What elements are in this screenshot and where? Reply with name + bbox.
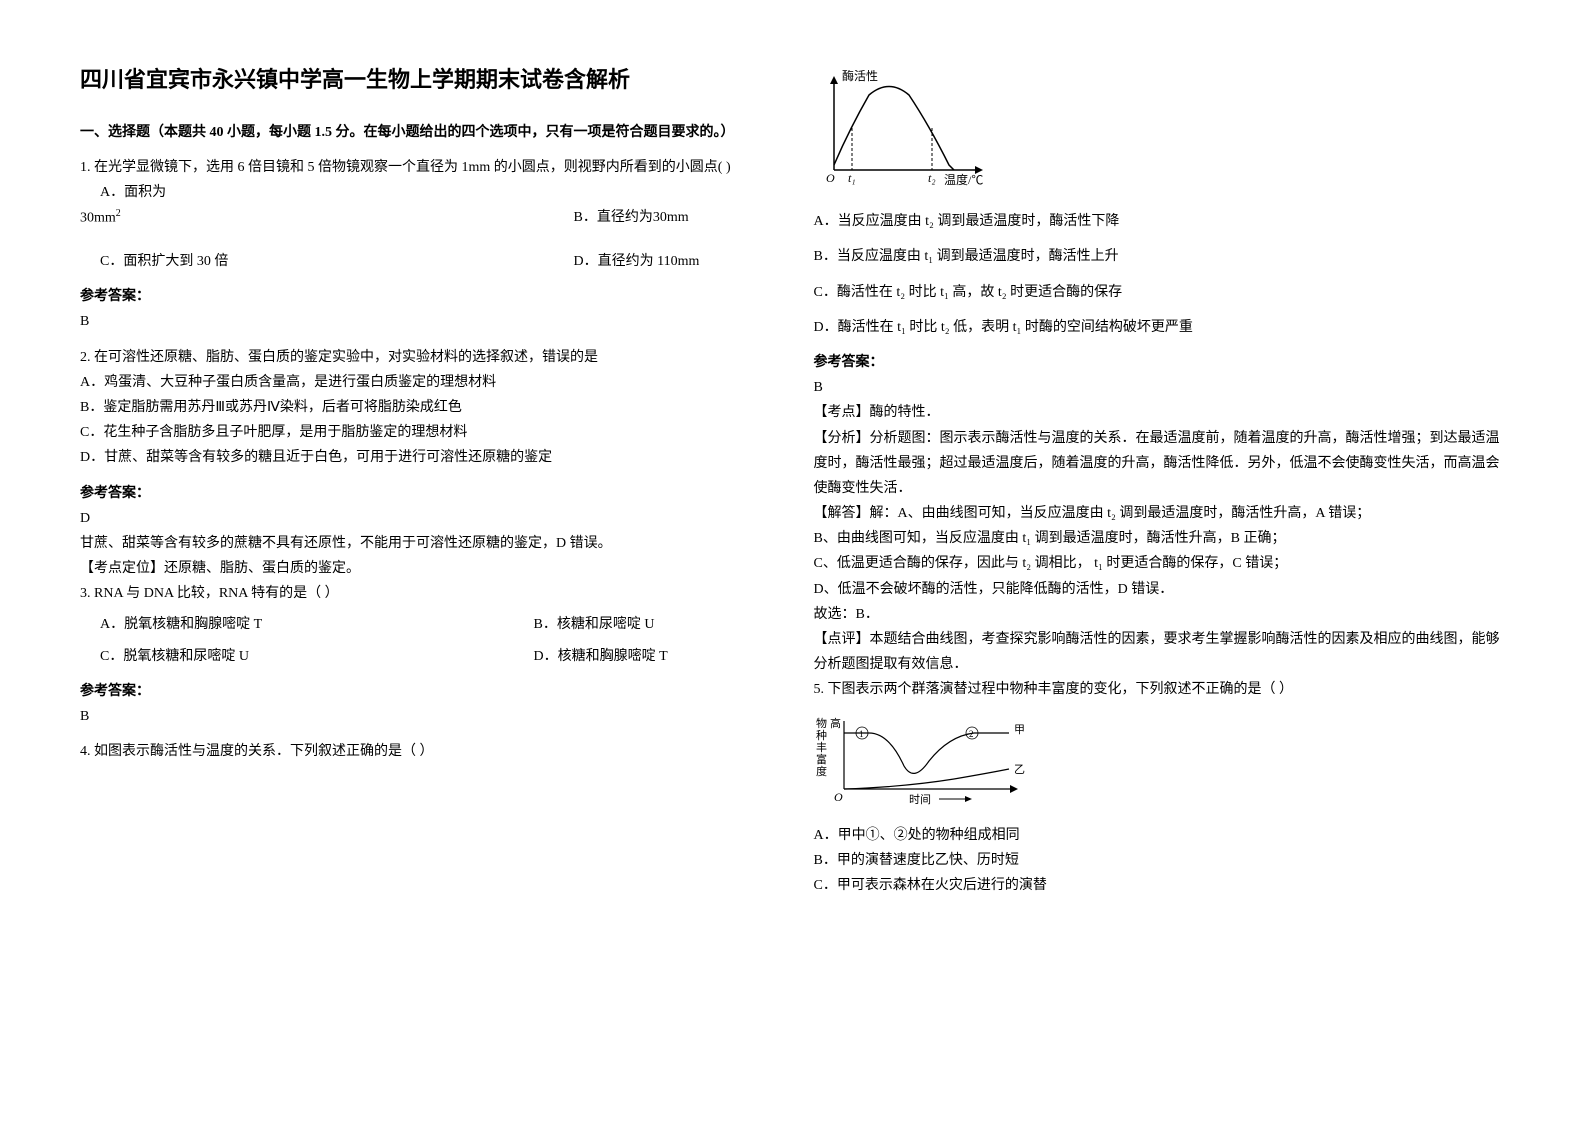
q3-answer: B xyxy=(80,704,774,729)
q3-stem: 3. RNA 与 DNA 比较，RNA 特有的是（ ） xyxy=(80,581,774,606)
question-3: 3. RNA 与 DNA 比较，RNA 特有的是（ ） A．脱氧核糖和胸腺嘧啶 … xyxy=(80,581,774,669)
page-title: 四川省宜宾市永兴镇中学高一生物上学期期末试卷含解析 xyxy=(80,60,774,100)
q3-optD: D．核糖和胸腺嘧啶 T xyxy=(534,644,774,669)
svg-text:O: O xyxy=(834,790,843,804)
left-column: 四川省宜宾市永兴镇中学高一生物上学期期末试卷含解析 一、选择题（本题共 40 小… xyxy=(80,60,774,1062)
q1-optD: D．直径约为 110mm xyxy=(574,249,774,274)
q2-answer-label: 参考答案： xyxy=(80,481,774,506)
q5-stem: 5. 下图表示两个群落演替过程中物种丰富度的变化，下列叙述不正确的是（ ） xyxy=(814,677,1508,702)
q4-answer-label: 参考答案： xyxy=(814,350,1508,375)
q3-optC: C．脱氧核糖和尿嘧啶 U xyxy=(100,644,249,669)
q5-optB: B．甲的演替速度比乙快、历时短 xyxy=(814,848,1508,873)
q2-optA: A．鸡蛋清、大豆种子蛋白质含量高，是进行蛋白质鉴定的理想材料 xyxy=(80,370,774,395)
q2-optC: C．花生种子含脂肪多且子叶肥厚，是用于脂肪鉴定的理想材料 xyxy=(80,420,774,445)
q4-explain1: 【考点】酶的特性． xyxy=(814,400,1508,425)
svg-text:丰: 丰 xyxy=(816,741,827,754)
question-1: 1. 在光学显微镜下，选用 6 倍目镜和 5 倍物镜观察一个直径为 1mm 的小… xyxy=(80,155,774,274)
right-column: 酶活性 O t₁ t₂ 温度/℃ A．当反应温度由 t₂ 调到最适温度时，酶活性… xyxy=(814,60,1508,1062)
svg-text:t₂: t₂ xyxy=(928,171,936,185)
q1-optA-value: 30mm2 xyxy=(80,205,121,231)
q5-optA: A．甲中①、②处的物种组成相同 xyxy=(814,823,1508,848)
q4-answer: B xyxy=(814,375,1508,400)
q4-explain5: C、低温更适合酶的保存，因此与 t₂ 调相比， t₁ 时更适合酶的保存，C 错误… xyxy=(814,551,1508,576)
svg-text:度: 度 xyxy=(816,764,827,778)
q2-optB: B．鉴定脂肪需用苏丹Ⅲ或苏丹Ⅳ染料，后者可将脂肪染成红色 xyxy=(80,395,774,420)
svg-text:温度/℃: 温度/℃ xyxy=(944,172,983,187)
q5-optC: C．甲可表示森林在火灾后进行的演替 xyxy=(814,873,1508,898)
q4-explain7: 故选：B． xyxy=(814,602,1508,627)
svg-text:t₁: t₁ xyxy=(848,171,856,185)
q4-explain2: 【分析】分析题图：图示表示酶活性与温度的关系．在最适温度前，随着温度的升高，酶活… xyxy=(814,426,1508,502)
q4-optD: D．酶活性在 t₁ 时比 t₂ 低，表明 t₁ 时酶的空间结构破坏更严重 xyxy=(814,315,1508,340)
q2-optD: D．甘蔗、甜菜等含有较多的糖且近于白色，可用于进行可溶性还原糖的鉴定 xyxy=(80,445,774,470)
q1-optA-row: A．面积为 xyxy=(100,180,774,205)
q4-optA: A．当反应温度由 t₂ 调到最适温度时，酶活性下降 xyxy=(814,209,1508,234)
svg-text:乙: 乙 xyxy=(1014,763,1025,776)
svg-text:O: O xyxy=(826,171,835,185)
q1-optA-label: A．面积为 xyxy=(100,185,166,200)
q1-answer: B xyxy=(80,309,774,334)
svg-text:时间: 时间 xyxy=(909,793,931,806)
svg-text:富: 富 xyxy=(816,752,827,766)
q2-answer: D xyxy=(80,506,774,531)
q4-explain3: 【解答】解：A、由曲线图可知，当反应温度由 t₂ 调到最适温度时，酶活性升高，A… xyxy=(814,501,1508,526)
q2-explain2: 【考点定位】还原糖、脂肪、蛋白质的鉴定。 xyxy=(80,556,774,581)
question-2: 2. 在可溶性还原糖、脂肪、蛋白质的鉴定实验中，对实验材料的选择叙述，错误的是 … xyxy=(80,345,774,471)
section-heading: 一、选择题（本题共 40 小题，每小题 1.5 分。在每小题给出的四个选项中，只… xyxy=(80,120,774,145)
q1-answer-label: 参考答案： xyxy=(80,284,774,309)
q4-explain6: D、低温不会破坏酶的活性，只能降低酶的活性，D 错误． xyxy=(814,577,1508,602)
q2-stem: 2. 在可溶性还原糖、脂肪、蛋白质的鉴定实验中，对实验材料的选择叙述，错误的是 xyxy=(80,345,774,370)
q3-optA: A．脱氧核糖和胸腺嘧啶 T xyxy=(100,612,262,637)
svg-text:1: 1 xyxy=(859,729,864,739)
svg-text:种: 种 xyxy=(816,728,827,742)
svg-text:酶活性: 酶活性 xyxy=(842,70,878,83)
q5-chart: 物 种 丰 富 度 高 O 时间 1 2 甲 乙 xyxy=(814,711,1508,815)
svg-text:高: 高 xyxy=(830,716,841,730)
q1-optC: C．面积扩大到 30 倍 xyxy=(100,249,228,274)
q1-optB: B．直径约为30mm xyxy=(574,205,774,231)
svg-text:甲: 甲 xyxy=(1014,724,1025,736)
q4-optC: C．酶活性在 t₂ 时比 t₁ 高，故 t₂ 时更适合酶的保存 xyxy=(814,280,1508,305)
q3-optB: B．核糖和尿嘧啶 U xyxy=(534,612,774,637)
q4-optB: B．当反应温度由 t₁ 调到最适温度时，酶活性上升 xyxy=(814,244,1508,269)
svg-text:2: 2 xyxy=(969,729,974,739)
q4-explain4: B、由曲线图可知，当反应温度由 t₁ 调到最适温度时，酶活性升高，B 正确； xyxy=(814,526,1508,551)
q3-answer-label: 参考答案： xyxy=(80,679,774,704)
q1-stem: 1. 在光学显微镜下，选用 6 倍目镜和 5 倍物镜观察一个直径为 1mm 的小… xyxy=(80,155,774,180)
q4-explain8: 【点评】本题结合曲线图，考查探究影响酶活性的因素，要求考生掌握影响酶活性的因素及… xyxy=(814,627,1508,677)
q4-stem: 4. 如图表示酶活性与温度的关系．下列叙述正确的是（ ） xyxy=(80,739,774,764)
q4-chart: 酶活性 O t₁ t₂ 温度/℃ xyxy=(814,70,1508,199)
q2-explain1: 甘蔗、甜菜等含有较多的蔗糖不具有还原性，不能用于可溶性还原糖的鉴定，D 错误。 xyxy=(80,531,774,556)
svg-text:物: 物 xyxy=(816,716,827,730)
